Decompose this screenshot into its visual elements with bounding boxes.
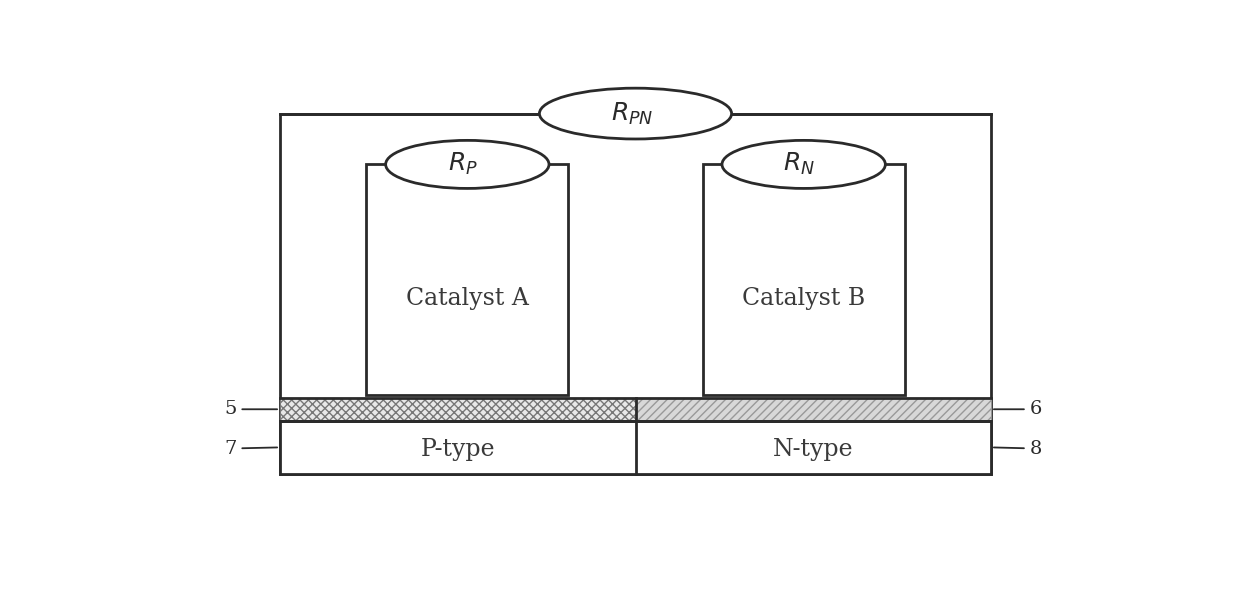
Text: $R_{PN}$: $R_{PN}$ bbox=[611, 100, 653, 127]
Text: Catalyst A: Catalyst A bbox=[405, 287, 528, 310]
Bar bbox=[280, 421, 991, 474]
Text: 6: 6 bbox=[993, 400, 1042, 418]
Ellipse shape bbox=[722, 140, 885, 188]
Bar bbox=[367, 164, 568, 395]
Text: $R_P$: $R_P$ bbox=[448, 151, 477, 178]
Text: Catalyst B: Catalyst B bbox=[742, 287, 866, 310]
Bar bbox=[280, 113, 991, 474]
Text: P-type: P-type bbox=[420, 438, 495, 461]
Bar bbox=[635, 398, 991, 421]
Text: 8: 8 bbox=[993, 440, 1042, 458]
Text: N-type: N-type bbox=[773, 438, 853, 461]
Ellipse shape bbox=[386, 140, 549, 188]
Bar bbox=[280, 398, 635, 421]
Text: 5: 5 bbox=[224, 400, 278, 418]
Ellipse shape bbox=[539, 88, 732, 139]
Bar bbox=[703, 164, 904, 395]
Text: $R_N$: $R_N$ bbox=[782, 151, 815, 178]
Text: 7: 7 bbox=[224, 440, 278, 458]
